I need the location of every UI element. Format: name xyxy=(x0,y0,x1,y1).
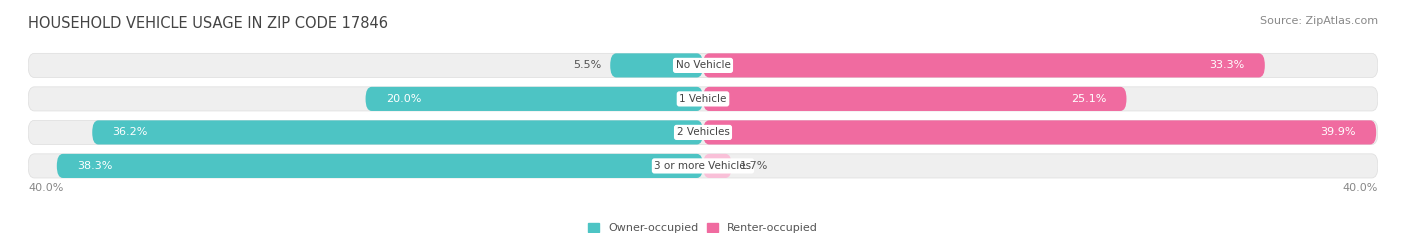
Text: 2 Vehicles: 2 Vehicles xyxy=(676,127,730,137)
Text: 40.0%: 40.0% xyxy=(28,183,63,193)
FancyBboxPatch shape xyxy=(703,53,1265,77)
FancyBboxPatch shape xyxy=(28,154,1378,178)
Text: No Vehicle: No Vehicle xyxy=(675,60,731,70)
FancyBboxPatch shape xyxy=(703,120,1376,144)
Legend: Owner-occupied, Renter-occupied: Owner-occupied, Renter-occupied xyxy=(583,219,823,233)
FancyBboxPatch shape xyxy=(28,87,1378,111)
Text: 40.0%: 40.0% xyxy=(1343,183,1378,193)
FancyBboxPatch shape xyxy=(93,120,703,144)
Text: 1.7%: 1.7% xyxy=(740,161,769,171)
Text: HOUSEHOLD VEHICLE USAGE IN ZIP CODE 17846: HOUSEHOLD VEHICLE USAGE IN ZIP CODE 1784… xyxy=(28,16,388,31)
Text: Source: ZipAtlas.com: Source: ZipAtlas.com xyxy=(1260,16,1378,26)
Text: 36.2%: 36.2% xyxy=(112,127,148,137)
Text: 39.9%: 39.9% xyxy=(1320,127,1355,137)
Text: 20.0%: 20.0% xyxy=(385,94,422,104)
Text: 33.3%: 33.3% xyxy=(1209,60,1244,70)
FancyBboxPatch shape xyxy=(56,154,703,178)
FancyBboxPatch shape xyxy=(610,53,703,77)
Text: 1 Vehicle: 1 Vehicle xyxy=(679,94,727,104)
FancyBboxPatch shape xyxy=(703,87,1126,111)
FancyBboxPatch shape xyxy=(28,53,1378,77)
FancyBboxPatch shape xyxy=(703,154,731,178)
FancyBboxPatch shape xyxy=(28,120,1378,144)
Text: 25.1%: 25.1% xyxy=(1071,94,1107,104)
Text: 38.3%: 38.3% xyxy=(77,161,112,171)
FancyBboxPatch shape xyxy=(366,87,703,111)
Text: 5.5%: 5.5% xyxy=(574,60,602,70)
Text: 3 or more Vehicles: 3 or more Vehicles xyxy=(654,161,752,171)
